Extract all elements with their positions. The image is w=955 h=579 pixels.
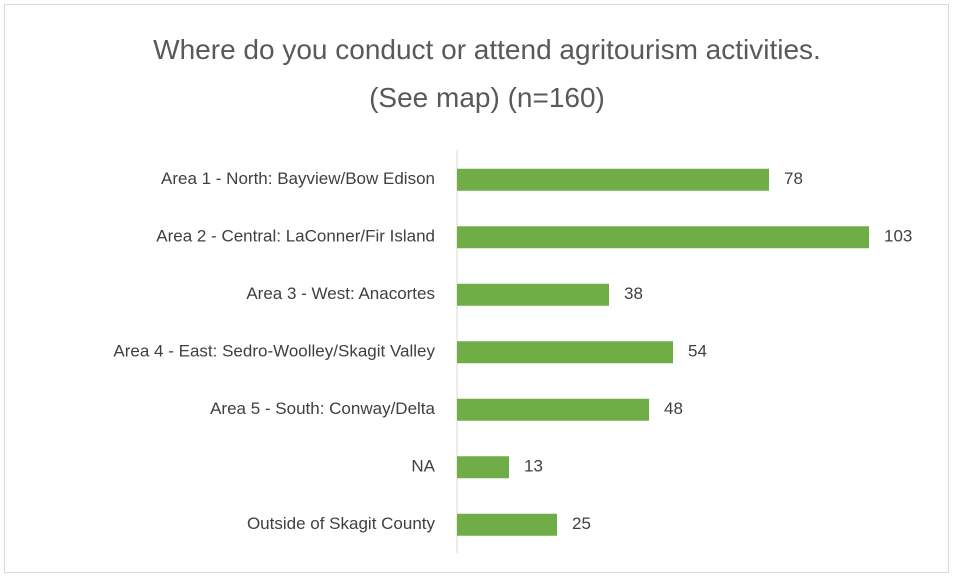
bar bbox=[457, 513, 557, 536]
data-label: 48 bbox=[664, 399, 683, 418]
category-label: Area 5 - South: Conway/Delta bbox=[210, 399, 435, 418]
data-label: 38 bbox=[624, 284, 643, 303]
category-label: Area 4 - East: Sedro-Woolley/Skagit Vall… bbox=[113, 342, 435, 361]
bar bbox=[457, 456, 509, 479]
category-label: Area 3 - West: Anacortes bbox=[246, 284, 435, 303]
bar bbox=[457, 168, 769, 191]
category-label: NA bbox=[411, 457, 435, 476]
bar bbox=[457, 398, 649, 421]
data-label: 25 bbox=[572, 514, 591, 533]
bar bbox=[457, 283, 609, 306]
category-label: Outside of Skagit County bbox=[247, 514, 436, 533]
data-label: 78 bbox=[784, 169, 803, 188]
category-label: Area 1 - North: Bayview/Bow Edison bbox=[161, 169, 435, 188]
bar bbox=[457, 341, 673, 364]
data-label: 54 bbox=[688, 342, 707, 361]
chart-frame bbox=[4, 4, 949, 573]
chart-title: Where do you conduct or attend agritouri… bbox=[153, 34, 821, 113]
data-label: 13 bbox=[524, 457, 543, 476]
bar bbox=[457, 226, 869, 249]
data-label: 103 bbox=[884, 227, 912, 246]
category-label: Area 2 - Central: LaConner/Fir Island bbox=[156, 227, 435, 246]
